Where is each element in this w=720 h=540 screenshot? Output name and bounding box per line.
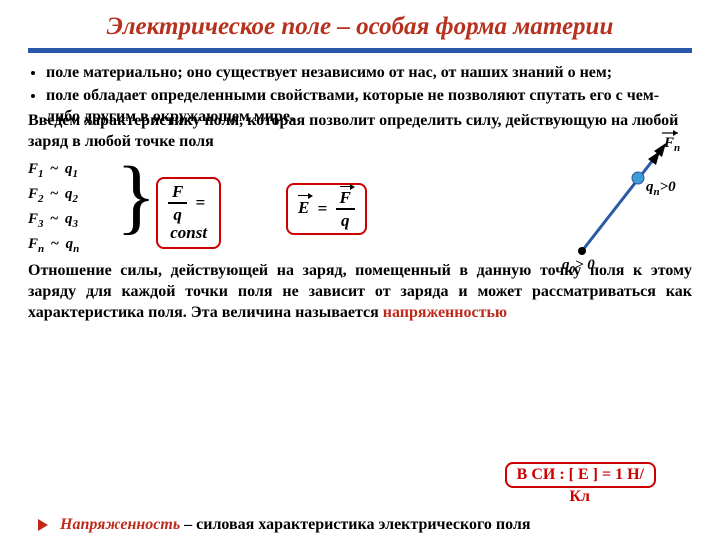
diagram-label-f: Fn bbox=[663, 135, 680, 154]
vector-f: F bbox=[340, 189, 351, 206]
si-units-tail: Кл bbox=[569, 488, 590, 506]
diagram-point-qn bbox=[632, 172, 644, 184]
si-units-box: В СИ : [ Е ] = 1 Н/ bbox=[505, 462, 656, 488]
ratio-line: F2 ~ q2 bbox=[28, 184, 79, 209]
caret-icon bbox=[38, 519, 48, 531]
formula-box-fq-const: F q = const bbox=[156, 177, 221, 249]
diagram-label-qn: qn>0 bbox=[646, 179, 676, 198]
vector-diagram: Fn qn>0 q0> 0 bbox=[540, 123, 700, 273]
ratio-line: F3 ~ q3 bbox=[28, 209, 79, 234]
definition-line: Напряженность – силовая характеристика э… bbox=[38, 515, 692, 534]
title-underline bbox=[28, 48, 692, 53]
ratio-line: Fn ~ qn bbox=[28, 234, 79, 259]
formula-box-e-fq: E = F q bbox=[286, 183, 367, 235]
curly-brace: } bbox=[116, 155, 156, 239]
diagram-point-q0 bbox=[578, 247, 586, 255]
vector-e: E bbox=[298, 198, 309, 218]
diagram-arrow-line bbox=[582, 151, 660, 251]
slide-title: Электрическое поле – особая форма матери… bbox=[28, 12, 692, 42]
bullet-item: поле материально; оно существует независ… bbox=[46, 63, 692, 84]
formula-row: F1 ~ q1 F2 ~ q2 F3 ~ q3 Fn ~ qn } F q = … bbox=[28, 159, 692, 255]
ratio-line: F1 ~ q1 bbox=[28, 159, 79, 184]
ratio-column: F1 ~ q1 F2 ~ q2 F3 ~ q3 Fn ~ qn bbox=[28, 159, 79, 259]
